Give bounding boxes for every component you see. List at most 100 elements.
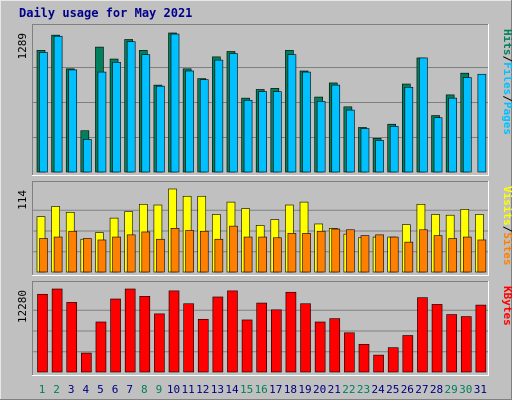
day-label: 1: [39, 383, 46, 396]
sites-bar: [346, 229, 355, 273]
kbytes-bar: [168, 290, 180, 373]
kbytes-bar: [387, 347, 399, 373]
files-bar: [389, 126, 399, 173]
day-label: 15: [240, 383, 253, 396]
legend-item: Pages: [501, 102, 512, 135]
day-label: 12: [196, 383, 209, 396]
kbytes-bar: [446, 314, 457, 373]
sites-bar: [404, 241, 414, 273]
sites-bar: [389, 236, 399, 273]
sites-bar: [53, 236, 63, 273]
kbytes-bar: [300, 303, 311, 373]
files-bar: [39, 52, 48, 173]
kbytes-bar: [402, 335, 414, 373]
sites-bar: [83, 238, 92, 273]
kbytes-bar: [124, 288, 136, 373]
scale-label: 1289: [16, 33, 29, 60]
day-label: 10: [167, 383, 180, 396]
kbytes-bar: [51, 288, 63, 373]
day-label: 17: [269, 383, 282, 396]
files-bar: [316, 101, 326, 173]
legend-item: /: [501, 56, 512, 63]
files-bar: [360, 128, 370, 173]
day-label: 11: [182, 383, 195, 396]
sites-bar: [214, 238, 224, 273]
sites-bar: [141, 231, 151, 273]
sites-bar: [375, 234, 384, 273]
day-label: 22: [342, 383, 355, 396]
chart-title: Daily usage for May 2021: [19, 6, 193, 20]
kbytes-bar: [227, 290, 238, 373]
sites-bar: [258, 236, 267, 273]
panel-legend: Visits/Sites: [501, 186, 512, 266]
kbytes-bar: [139, 295, 151, 373]
files-bar: [433, 117, 443, 173]
sites-bar: [462, 236, 472, 273]
scale-label: 114: [16, 190, 29, 210]
kbytes-bar: [183, 303, 194, 373]
kbytes-bar: [271, 309, 282, 373]
day-label: 9: [156, 383, 163, 396]
sites-bar: [287, 233, 297, 273]
files-bar: [53, 35, 63, 173]
sites-bar: [199, 230, 209, 273]
sites-bar: [185, 230, 194, 273]
kbytes-bar: [344, 332, 355, 373]
day-label: 28: [430, 383, 443, 396]
kbytes-bar: [256, 302, 267, 373]
kbytes-bar: [241, 319, 253, 373]
files-bar: [214, 59, 224, 173]
panel-kbytes: 12280 KBytes: [16, 281, 512, 376]
day-label: 16: [255, 383, 268, 396]
day-label: 27: [415, 383, 428, 396]
day-label: 7: [126, 383, 133, 396]
files-bar: [287, 54, 297, 173]
kbytes-bar: [475, 304, 487, 373]
files-bar: [346, 109, 355, 173]
files-bar: [112, 62, 121, 173]
day-label: 24: [371, 383, 385, 396]
kbytes-bar: [431, 304, 443, 373]
day-label: 25: [386, 383, 399, 396]
files-bar: [185, 70, 194, 173]
sites-bar: [39, 238, 48, 273]
sites-bar: [360, 235, 370, 273]
kbytes-bar: [285, 291, 297, 373]
day-label: 2: [53, 383, 60, 396]
files-bar: [448, 97, 457, 173]
kbytes-bar: [212, 296, 224, 373]
day-label: 26: [401, 383, 414, 396]
kbytes-bar: [197, 318, 209, 373]
day-label: 5: [97, 383, 104, 396]
files-bar: [243, 100, 253, 173]
legend-item: Sites: [501, 232, 512, 265]
sites-bar: [229, 225, 238, 273]
panel-legend: Hits/Files/Pages: [501, 29, 512, 135]
files-bar: [375, 140, 384, 173]
sites-bar: [68, 230, 78, 273]
day-label: 18: [284, 383, 297, 396]
files-bar: [273, 91, 282, 173]
legend-item: /: [501, 95, 512, 102]
day-label: 31: [474, 383, 487, 396]
files-bar: [97, 71, 107, 173]
legend-item: KBytes: [501, 286, 512, 326]
legend-item: Visits: [501, 186, 512, 226]
kbytes-bar: [358, 343, 370, 373]
sites-bar: [316, 230, 326, 273]
sites-bar: [112, 236, 121, 273]
day-label: 23: [357, 383, 370, 396]
files-bar: [199, 79, 209, 173]
sites-bar: [126, 234, 136, 273]
legend-item: Files: [501, 62, 512, 95]
files-bar: [302, 71, 311, 173]
day-label: 19: [298, 383, 311, 396]
legend-item: /: [501, 226, 512, 233]
kbytes-bar: [154, 313, 165, 373]
sites-bar: [419, 229, 428, 273]
files-bar: [331, 84, 341, 173]
sites-bar: [170, 228, 180, 273]
files-bar: [170, 33, 180, 173]
day-label: 4: [83, 383, 90, 396]
panel-hits-files: 1289 Hits/Files/Pages: [16, 24, 512, 176]
